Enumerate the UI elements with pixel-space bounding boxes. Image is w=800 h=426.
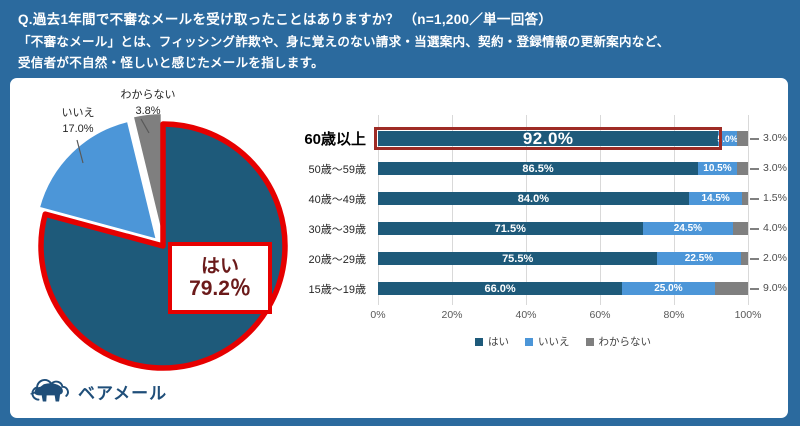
row-label-1: 50歳〜59歳 — [308, 163, 366, 176]
x-axis-tick-60%: 60% — [589, 309, 611, 321]
survey-note-line2: 受信者が不自然・怪しいと感じたメールを指します。 — [18, 56, 324, 70]
legend-label-わからない: わからない — [598, 336, 652, 348]
value-label-no-5: 25.0% — [654, 283, 683, 294]
legend-item-わからない: わからない — [585, 334, 652, 349]
leader-dash-1 — [750, 168, 759, 170]
row-label-2: 40歳〜49歳 — [308, 193, 366, 206]
value-label-yes-3: 71.5% — [494, 222, 526, 235]
legend-swatch-いいえ — [525, 337, 533, 346]
value-label-unknown-5: 9.0% — [763, 281, 787, 294]
bar-segment-はい-2: 84.0% — [378, 192, 689, 205]
x-axis-tick-20%: 20% — [441, 309, 463, 321]
value-label-unknown-3: 4.0% — [763, 221, 787, 234]
leader-dash-4 — [750, 258, 759, 260]
bar-segment-はい-1: 86.5% — [378, 162, 699, 175]
pie-slice-2 — [131, 112, 163, 236]
pie-label-iie-text: いいえ — [61, 107, 95, 119]
row-label-5: 15歳〜19歳 — [308, 283, 366, 296]
chart-card: わからない 3.8% いいえ 17.0% はい 79.2％ 0% 20% 40% 60… — [10, 78, 788, 418]
gridline-0% — [378, 115, 379, 305]
leader-dash-0 — [750, 138, 759, 140]
value-label-no-4: 22.5% — [684, 253, 714, 264]
x-axis-tick-40%: 40% — [515, 309, 537, 321]
row-label-4: 20歳〜29歳 — [308, 253, 366, 266]
row-label-3: 30歳〜39歳 — [308, 223, 366, 236]
bar-segment-いいえ-0: 5.0% — [717, 131, 738, 146]
bar-segment-いいえ-4: 22.5% — [657, 252, 741, 265]
legend-swatch-はい — [475, 337, 483, 346]
leader-dash-3 — [750, 228, 759, 230]
bar-segment-いいえ-2: 14.5% — [688, 192, 743, 205]
bar-segment-わからない-0 — [736, 131, 748, 146]
gridline-60% — [600, 115, 601, 305]
bar-segment-はい-3: 71.5% — [378, 222, 643, 235]
bar-segment-いいえ-5: 25.0% — [622, 282, 715, 295]
x-axis-tick-0%: 0% — [370, 309, 386, 321]
bar-chart: 0% 20% 40% 60% 80% 100% 60歳以上 92.0% 5.0% 3.0% 50歳〜… — [10, 78, 788, 418]
value-label-no-1: 10.5% — [703, 163, 732, 174]
value-label-yes-2: 84.0% — [517, 192, 549, 205]
value-label-unknown-0: 3.0% — [763, 131, 787, 144]
survey-question: Q.過去1年間で不審なメールを受け取ったことはありますか？ （n=1,200／単… — [18, 12, 553, 27]
legend-swatch-わからない — [585, 337, 594, 346]
value-label-yes-4: 75.5% — [502, 252, 534, 265]
row-label-0: 60歳以上 — [304, 131, 366, 148]
bar-segment-わからない-3 — [733, 222, 748, 235]
gridline-80% — [674, 115, 675, 305]
bar-segment-はい-4: 75.5% — [378, 252, 658, 265]
value-label-unknown-2: 1.5% — [763, 191, 787, 204]
value-label-yes-0: 92.0% — [522, 128, 574, 148]
leader-line-wakaranai — [140, 118, 150, 134]
value-label-unknown-1: 3.0% — [763, 161, 787, 174]
pie-label-wakaranai-text: わからない — [120, 89, 176, 101]
value-label-no-0: 5.0% — [717, 133, 738, 144]
pie-callout-yes: はい 79.2％ — [168, 242, 272, 314]
bear-icon — [29, 379, 69, 402]
header-band: Q.過去1年間で不審なメールを受け取ったことはありますか？ （n=1,200／単… — [0, 0, 800, 76]
leader-dash-5 — [750, 288, 759, 290]
bar-segment-はい-5: 66.0% — [378, 282, 623, 295]
x-axis-tick-80%: 80% — [663, 309, 685, 321]
pie-label-wakaranai: わからない 3.8% — [108, 88, 188, 120]
value-label-yes-1: 86.5% — [522, 162, 554, 175]
x-axis-tick-100%: 100% — [734, 309, 762, 321]
value-label-no-3: 24.5% — [673, 223, 703, 234]
legend-item-はい: はい — [475, 334, 509, 349]
legend-item-いいえ: いいえ — [525, 334, 570, 349]
pie-label-wakaranai-value: 3.8% — [135, 104, 161, 117]
bar-segment-いいえ-1: 10.5% — [698, 162, 737, 175]
pie-callout-yes-value: 79.2％ — [189, 276, 251, 300]
brand-name: ベアメール — [78, 383, 168, 403]
bar-segment-はい-0: 92.0% — [378, 128, 719, 148]
legend-label-いいえ: いいえ — [538, 336, 570, 348]
value-label-yes-5: 66.0% — [484, 282, 516, 295]
bar-segment-わからない-2 — [742, 192, 748, 205]
pie-label-iie-value: 17.0% — [62, 122, 94, 135]
gridline-20% — [452, 115, 453, 305]
bar-segment-わからない-1 — [736, 162, 748, 175]
pie-slice-1 — [37, 119, 159, 241]
pie-callout-yes-label: はい — [200, 255, 239, 277]
value-label-no-2: 14.5% — [701, 193, 730, 204]
pie-label-iie: いいえ 17.0% — [48, 106, 108, 138]
bar-chart-legend: はい いいえ わからない — [378, 334, 748, 349]
bar-segment-わからない-5 — [714, 282, 748, 295]
leader-line-iie — [76, 139, 84, 164]
legend-label-はい: はい — [488, 336, 509, 348]
bar-segment-いいえ-3: 24.5% — [642, 222, 734, 235]
brand-logo: ベアメール — [28, 376, 167, 406]
gridline-40% — [526, 115, 527, 305]
leader-dash-2 — [750, 198, 759, 200]
gridline-100% — [748, 115, 749, 305]
value-label-unknown-4: 2.0% — [763, 251, 787, 264]
survey-note-line1: 「不審なメール」とは、フィッシング詐欺や、身に覚えのない請求・当選案内、契約・登… — [18, 35, 670, 49]
bar-segment-わからない-4 — [740, 252, 748, 265]
